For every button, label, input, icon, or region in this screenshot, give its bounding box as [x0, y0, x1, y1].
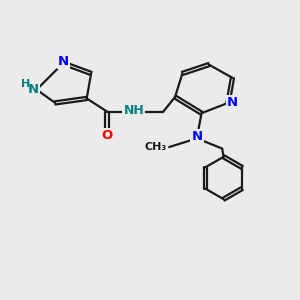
Text: O: O [102, 129, 113, 142]
Text: N: N [191, 130, 203, 143]
Text: CH₃: CH₃ [145, 142, 167, 152]
Text: N: N [227, 96, 238, 110]
Text: N: N [58, 55, 69, 68]
Text: N: N [28, 83, 39, 96]
Text: NH: NH [123, 104, 144, 117]
Text: H: H [21, 79, 30, 89]
